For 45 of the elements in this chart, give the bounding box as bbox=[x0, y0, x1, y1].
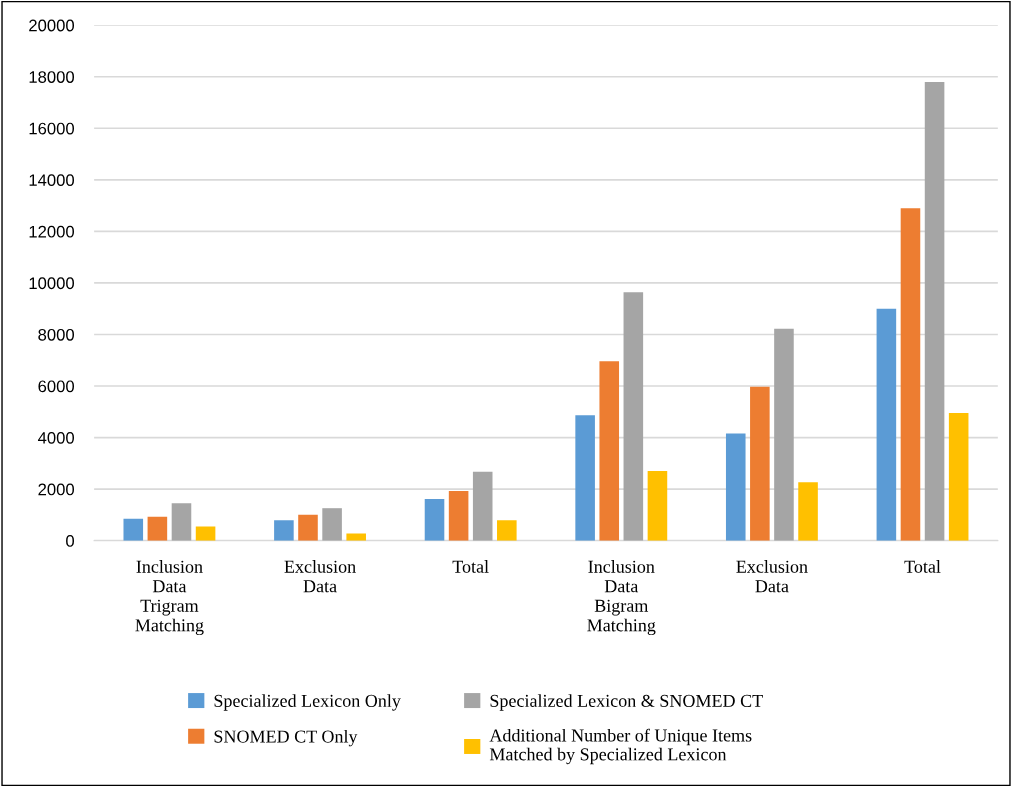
bar bbox=[774, 328, 794, 541]
y-tick-label: 8000 bbox=[38, 328, 75, 341]
y-tick-label: 0 bbox=[66, 535, 75, 547]
bar bbox=[948, 413, 969, 541]
bar bbox=[876, 308, 897, 541]
legend-label: SNOMED CT Only bbox=[214, 729, 358, 747]
bar bbox=[924, 81, 945, 541]
x-tick-label: Total bbox=[904, 560, 941, 573]
y-tick-label: 10000 bbox=[29, 277, 75, 290]
x-tick-label: Total bbox=[452, 560, 489, 573]
bar bbox=[424, 498, 445, 541]
bar bbox=[147, 516, 168, 541]
x-tick-label: Exclusion Data bbox=[284, 560, 356, 593]
bar bbox=[497, 520, 517, 541]
bar bbox=[725, 433, 746, 541]
legend-label: Specialized Lexicon & SNOMED CT bbox=[490, 694, 763, 711]
bar bbox=[195, 526, 216, 541]
bar bbox=[123, 518, 144, 541]
y-tick-label: 18000 bbox=[29, 71, 75, 83]
bar bbox=[900, 208, 921, 541]
bar bbox=[346, 533, 366, 541]
y-tick-label: 2000 bbox=[38, 483, 75, 496]
bar bbox=[298, 514, 318, 541]
bar bbox=[623, 292, 644, 541]
x-tick-label: Inclusion Data Trigram Matching bbox=[135, 560, 204, 636]
x-tick-label: Exclusion Data bbox=[736, 560, 808, 593]
y-tick-label: 6000 bbox=[38, 380, 75, 393]
bar bbox=[171, 503, 192, 541]
y-tick-label: 16000 bbox=[29, 122, 75, 135]
y-tick-label: 4000 bbox=[37, 431, 75, 444]
bar bbox=[798, 482, 818, 541]
bar bbox=[647, 471, 668, 541]
bar bbox=[448, 490, 469, 541]
y-tick-label: 12000 bbox=[29, 225, 75, 238]
x-tick-label: Inclusion Data Bigram Matching bbox=[587, 560, 656, 636]
bar bbox=[575, 415, 595, 541]
y-tick-label: 14000 bbox=[29, 174, 75, 187]
bar bbox=[599, 361, 620, 541]
legend-label: Specialized Lexicon Only bbox=[214, 694, 401, 711]
bar bbox=[274, 520, 294, 541]
bar bbox=[322, 508, 342, 541]
bar bbox=[750, 386, 770, 541]
y-tick-label: 20000 bbox=[29, 19, 75, 32]
legend-label: Additional Number of Unique Items Matched by Specialized Lexicon bbox=[489, 728, 752, 765]
bar bbox=[472, 471, 493, 541]
